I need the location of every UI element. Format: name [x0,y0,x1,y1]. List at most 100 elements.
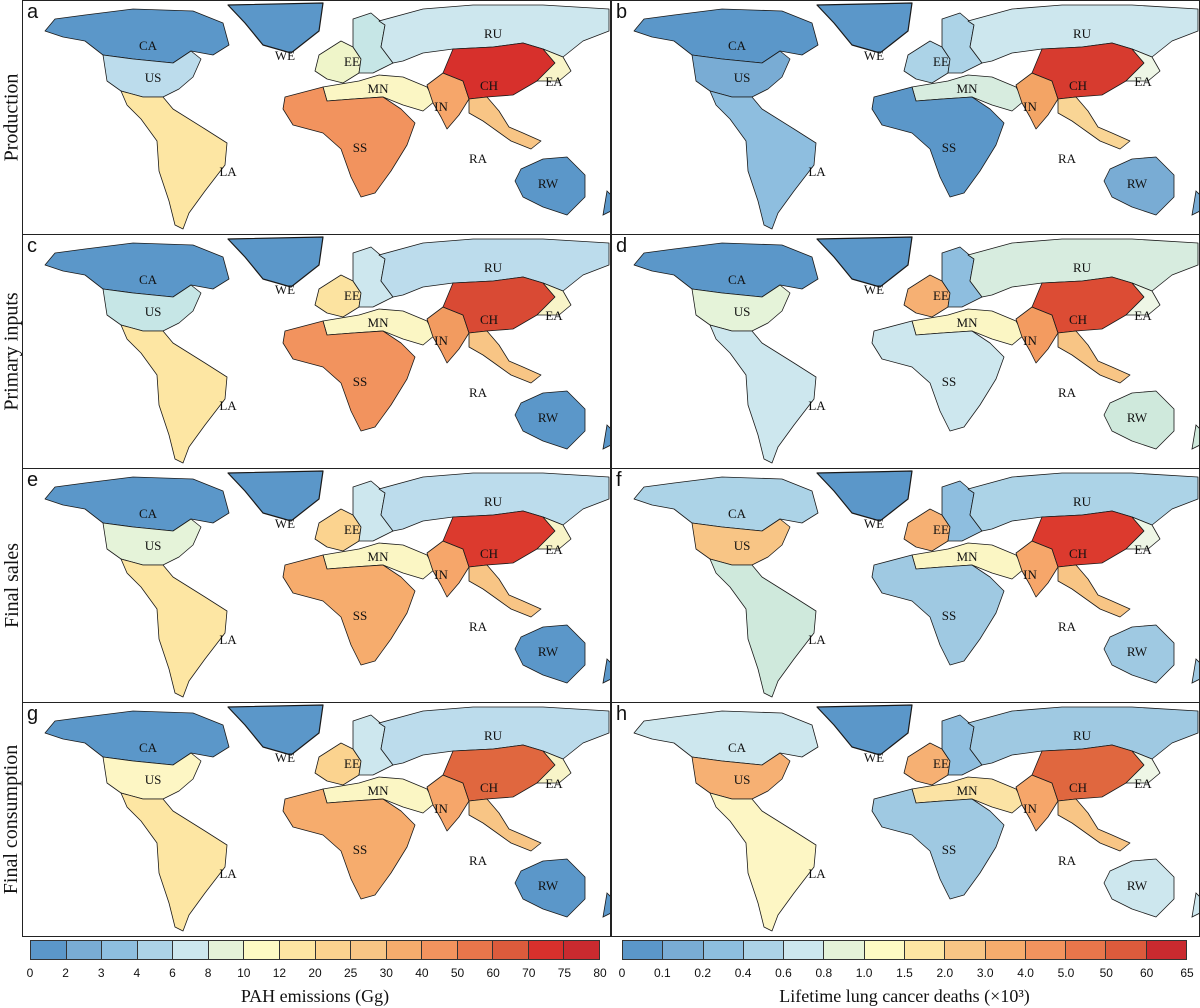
region-label-we: WE [864,48,884,63]
region-la [120,90,228,230]
region-label-we: WE [864,282,884,297]
legend-tick-label: 0 [618,966,626,980]
region-label-ra: RA [1058,385,1077,400]
legend-tick-label: 0.1 [654,966,671,980]
panel-letter: b [616,1,628,23]
legend-tick-label: 4 [133,966,141,980]
region-ra [1057,564,1131,618]
region-la [120,558,228,698]
region-label-ru: RU [1073,494,1092,509]
region-ea [1125,282,1161,316]
region-us [102,752,202,800]
region-label-ss: SS [353,608,367,623]
panel-letter: e [27,469,39,491]
region-label-ss: SS [353,374,367,389]
map-panel-d: CA US LA SS WE EE MN RU CH IN RA EA RW d [611,234,1200,469]
legend-tick-label: 1.0 [855,966,873,980]
region-label-la: LA [808,866,826,881]
region-ra [468,798,542,852]
region-ea [536,750,572,784]
region-label-ch: CH [1069,780,1087,795]
region-ch [442,42,556,100]
world-map: CA US LA SS WE EE MN RU CH IN RA EA RW [633,2,1199,230]
legend-tick-label: 25 [343,966,358,980]
legend-swatch [173,941,209,959]
region-label-in: IN [434,333,448,348]
region-label-mn: MN [957,783,979,798]
region-label-in: IN [1023,567,1037,582]
region-label-ss: SS [942,374,956,389]
region-label-us: US [145,772,162,787]
region-label-ra: RA [1058,619,1077,634]
legend-tick-label: 50 [450,966,465,980]
region-label-ea: EA [1134,542,1152,557]
region-label-ch: CH [1069,312,1087,327]
region-label-la: LA [808,632,826,647]
region-label-ee: EE [344,522,360,537]
legend-tick-label: 3.0 [976,966,994,980]
region-greenland [816,236,913,288]
region-ee [352,12,394,74]
region-label-ru: RU [1073,26,1092,41]
region-us [691,752,791,800]
region-label-ch: CH [480,780,498,795]
region-label-us: US [734,304,751,319]
region-us [691,518,791,566]
region-la [120,324,228,464]
legend-tick-label: 40 [415,966,429,980]
region-new-zealand [602,892,610,918]
legend-swatch [623,941,664,959]
region-greenland [227,236,324,288]
region-label-ch: CH [480,546,498,561]
legend-tick-label: 0 [26,966,34,980]
region-ee [352,480,394,542]
region-ea [536,516,572,550]
region-label-rw: RW [538,176,559,191]
region-ss [871,788,1005,900]
region-ss [871,86,1005,198]
legend-swatch [564,941,599,959]
region-la [709,324,817,464]
region-label-la: LA [219,164,237,179]
legend-swatch [102,941,138,959]
region-label-ee: EE [344,54,360,69]
legend-tick-label: 65 [1180,966,1194,980]
region-label-rw: RW [538,410,559,425]
region-label-ra: RA [469,853,488,868]
region-new-zealand [1191,658,1199,684]
region-ea [536,282,572,316]
region-label-ea: EA [545,542,563,557]
legend-tick-label: 10 [237,966,251,980]
region-label-us: US [145,70,162,85]
region-us [102,518,202,566]
region-ra [1057,330,1131,384]
world-map: CA US LA SS WE EE MN RU CH IN RA EA RW [44,470,610,698]
region-label-ra: RA [1058,151,1077,166]
region-label-ca: CA [139,740,158,755]
region-label-ra: RA [469,151,488,166]
region-ca [44,476,230,532]
panel-letter: h [616,703,628,725]
region-label-ru: RU [1073,728,1092,743]
legend-swatch [1146,941,1186,959]
region-rw [514,156,586,216]
region-label-ea: EA [545,776,563,791]
row-label-primary-inputs: Primary inputs [0,291,23,411]
row-label-production: Production [0,73,23,161]
region-label-ca: CA [728,740,747,755]
region-rw [514,858,586,918]
region-ss [282,86,416,198]
region-ra [1057,96,1131,150]
legend-tick-label: 4.0 [1017,966,1034,980]
region-rw [1103,858,1175,918]
panel-letter: a [27,1,39,23]
region-label-in: IN [434,99,448,114]
row-label-final-consumption: Final consumption [0,744,23,894]
legend-tick-label: 60 [486,966,500,980]
legend-colorbar [622,940,1187,960]
region-label-we: WE [864,516,884,531]
region-label-ca: CA [728,38,747,53]
legend-colorbar [30,940,600,960]
region-new-zealand [1191,190,1199,216]
region-label-we: WE [275,282,295,297]
